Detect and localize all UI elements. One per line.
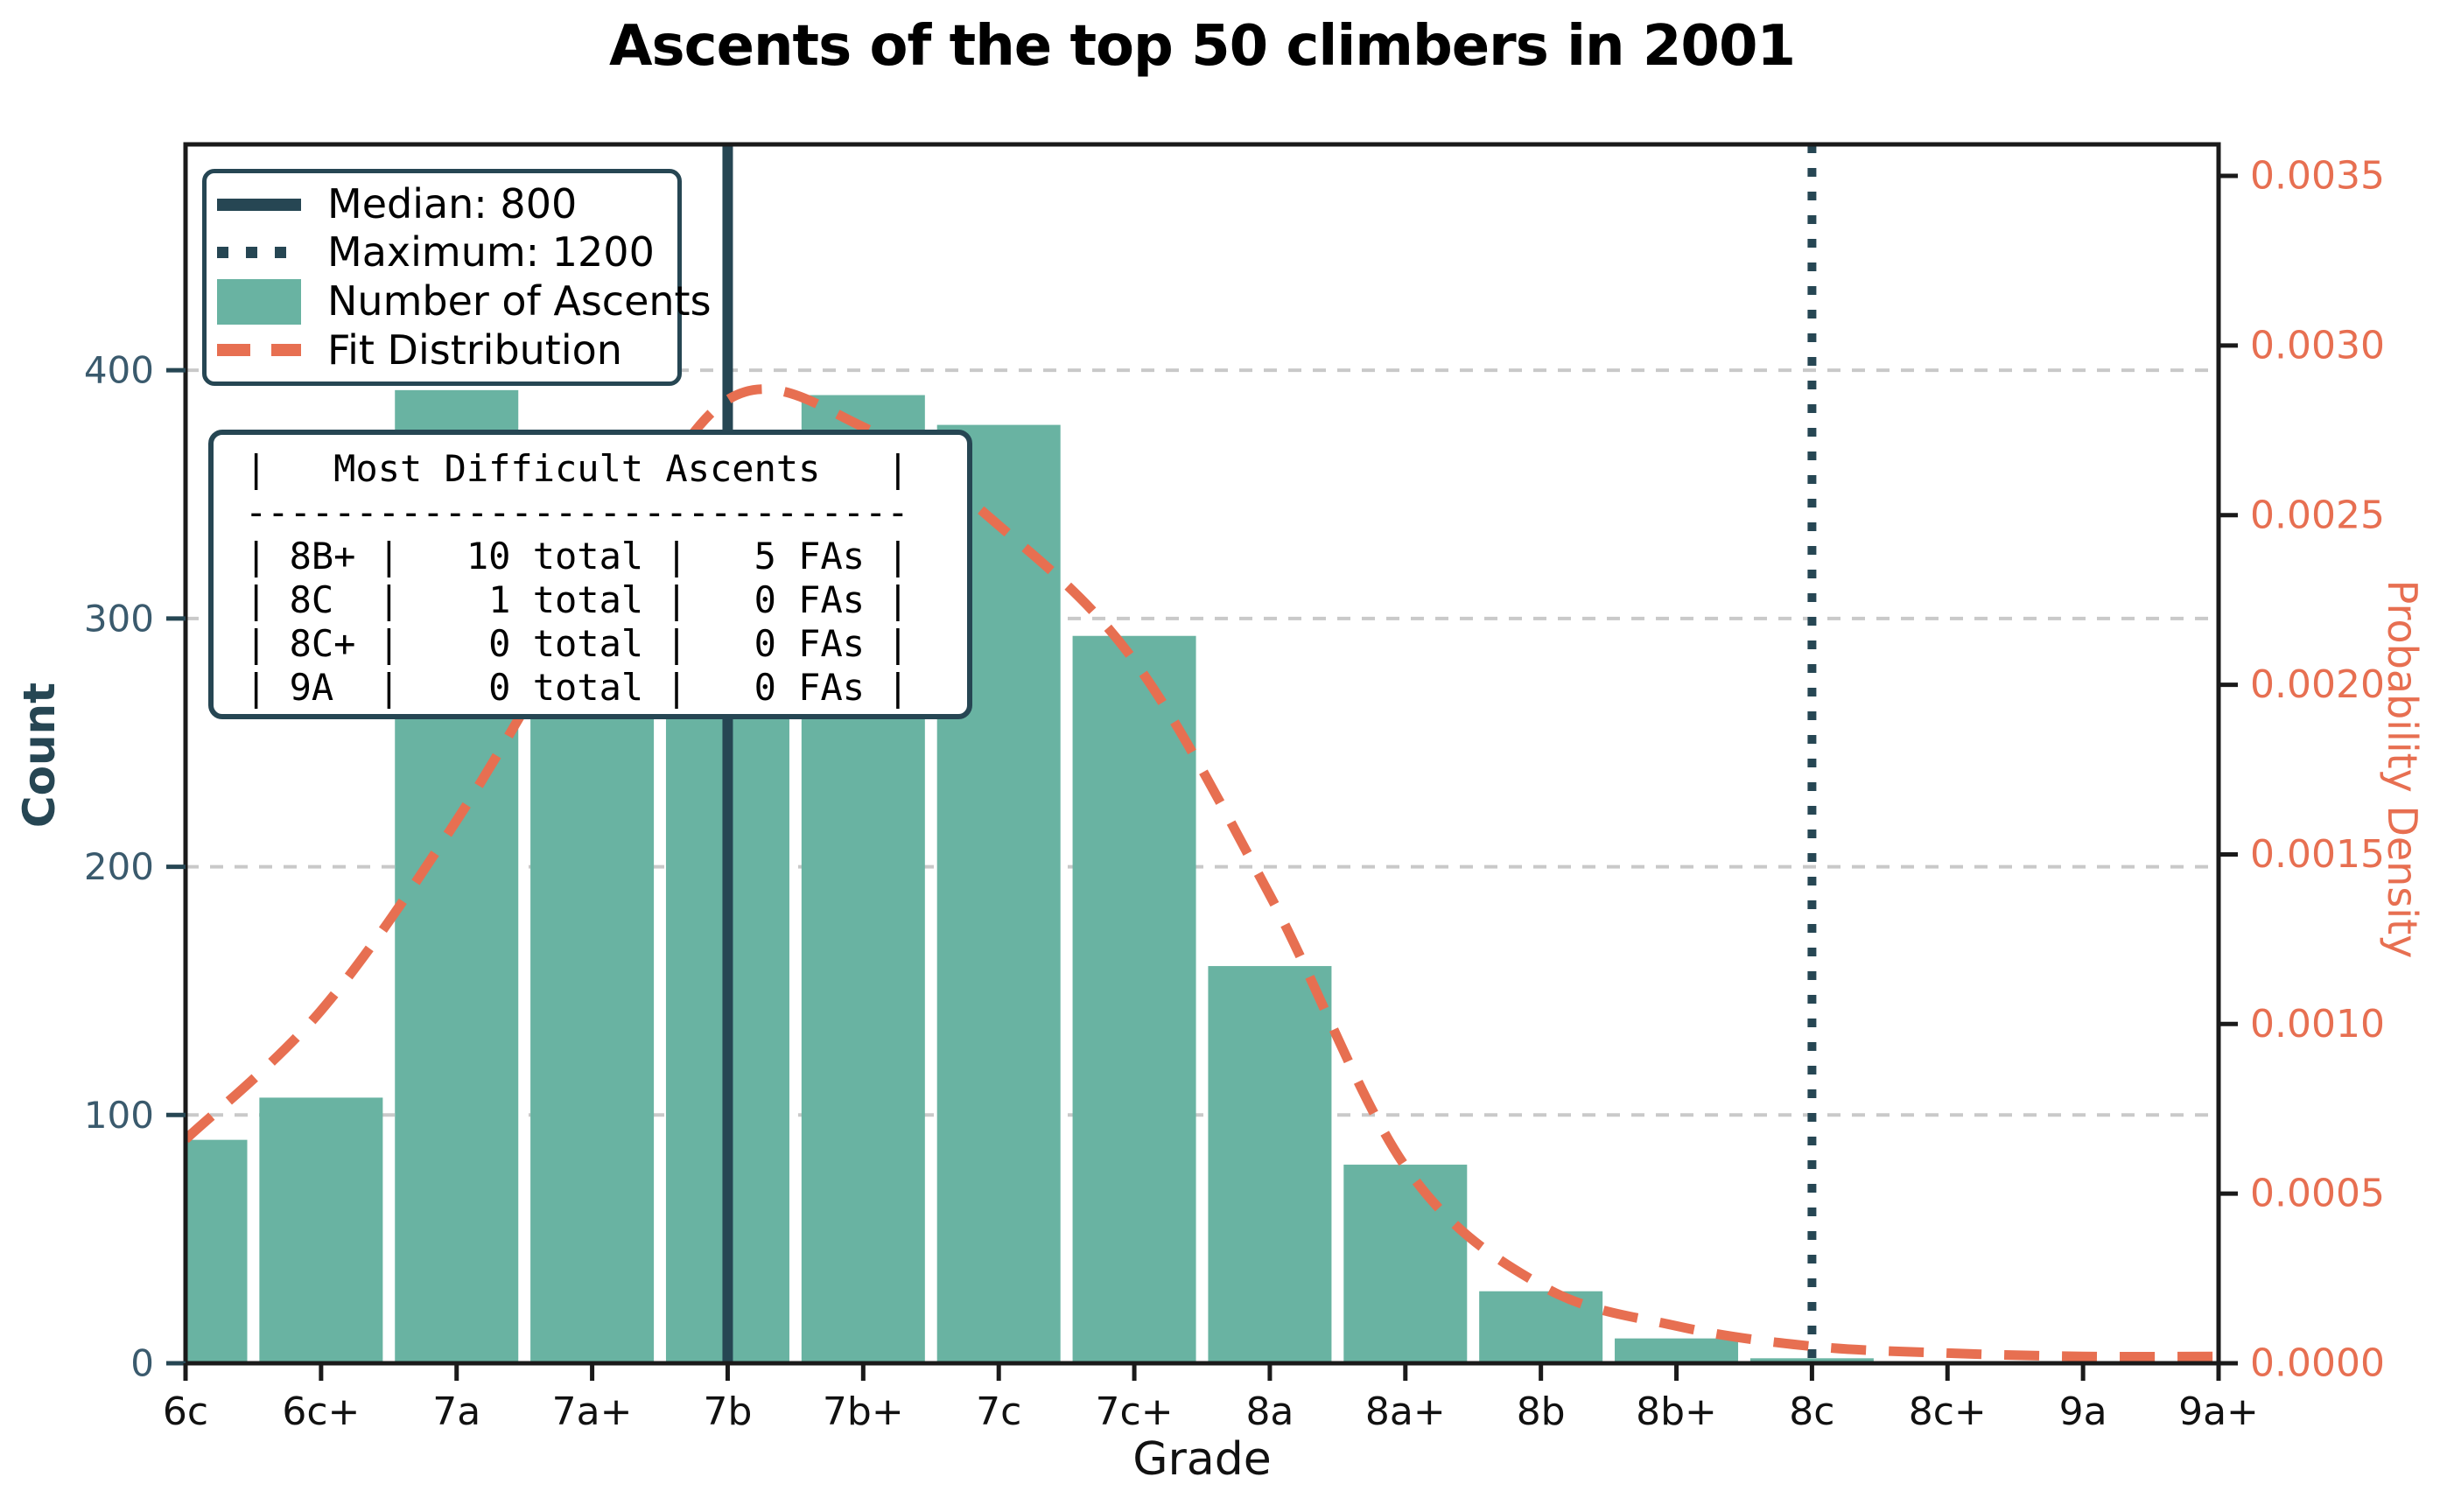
maximum-line-sample-icon xyxy=(217,247,301,259)
table-separator-line: ------------------------------ xyxy=(245,491,909,534)
y-left-tick-label: 300 xyxy=(84,597,154,640)
x-tick-label-9a+: 9a+ xyxy=(2178,1390,2259,1434)
bar-8a xyxy=(1208,966,1332,1363)
y-left-tick-label: 400 xyxy=(84,349,154,392)
y-right-tick-label: 0.0035 xyxy=(2250,154,2385,199)
y-right-tick-label: 0.0015 xyxy=(2250,832,2385,877)
y-left-tick-label: 200 xyxy=(84,845,154,888)
bar-8b xyxy=(1479,1291,1603,1363)
x-tick-label-7b+: 7b+ xyxy=(823,1390,904,1434)
table-row: | 8B+ | 10 total | 5 FAs | xyxy=(245,535,909,578)
y-axis-left-title: Count xyxy=(14,682,65,829)
y-left-tick-label: 100 xyxy=(84,1094,154,1137)
most-difficult-ascents-table: | Most Difficult Ascents | -------------… xyxy=(208,430,972,719)
legend-item-median: Median: 800 xyxy=(217,182,669,227)
chart-title: Ascents of the top 50 climbers in 2001 xyxy=(609,14,1796,79)
x-axis-title: Grade xyxy=(1132,1433,1272,1486)
y-right-tick-label: 0.0010 xyxy=(2250,1002,2385,1046)
legend-item-ascents: Number of Ascents xyxy=(217,278,712,325)
legend-item-fit: Fit Distribution xyxy=(217,328,669,373)
x-tick-label-7a+: 7a+ xyxy=(552,1390,633,1434)
y-axis-right-title: Probability Density xyxy=(2379,579,2426,959)
x-tick-label-9a: 9a xyxy=(2059,1390,2107,1434)
bar-7c+ xyxy=(1072,635,1196,1363)
bar-8a+ xyxy=(1343,1165,1468,1363)
x-tick-label-8a: 8a xyxy=(1245,1390,1294,1434)
legend-label: Number of Ascents xyxy=(327,277,712,326)
x-tick-label-8a+: 8a+ xyxy=(1365,1390,1446,1434)
bar-8b+ xyxy=(1615,1338,1739,1363)
x-tick-label-7c+: 7c+ xyxy=(1096,1390,1174,1434)
x-tick-label-7c: 7c xyxy=(976,1390,1021,1434)
y-right-tick-label: 0.0000 xyxy=(2250,1341,2385,1386)
bar-8c xyxy=(1749,1358,1874,1363)
table-row: | 8C | 1 total | 0 FAs | xyxy=(245,578,909,621)
bar-6c+ xyxy=(259,1097,383,1363)
x-tick-label-8b: 8b xyxy=(1517,1390,1566,1434)
x-tick-label-7b: 7b xyxy=(703,1390,752,1434)
x-tick-label-8b+: 8b+ xyxy=(1636,1390,1717,1434)
legend-label: Fit Distribution xyxy=(327,326,622,374)
x-tick-label-6c+: 6c+ xyxy=(282,1390,360,1434)
fit-curve-sample-icon xyxy=(217,344,301,357)
table-title-line: | Most Difficult Ascents | xyxy=(245,447,909,490)
table-row: | 9A | 0 total | 0 FAs | xyxy=(245,666,909,709)
x-tick-label-8c: 8c xyxy=(1789,1390,1834,1434)
bar-swatch-icon xyxy=(217,278,301,325)
legend-item-maximum: Maximum: 1200 xyxy=(217,230,669,275)
x-tick-label-8c+: 8c+ xyxy=(1909,1390,1987,1434)
median-line-sample-icon xyxy=(217,198,301,211)
y-right-tick-label: 0.0005 xyxy=(2250,1172,2385,1216)
bar-6c xyxy=(186,1139,248,1363)
fit-distribution-curve xyxy=(186,384,2219,1362)
plot-border xyxy=(183,142,2221,1366)
x-tick-label-7a: 7a xyxy=(432,1390,480,1434)
x-tick-label-6c: 6c xyxy=(163,1390,208,1434)
y-right-tick-label: 0.0025 xyxy=(2250,493,2385,537)
y-right-tick-label: 0.0020 xyxy=(2250,662,2385,707)
legend-label: Maximum: 1200 xyxy=(327,228,655,276)
y-right-tick-label: 0.0030 xyxy=(2250,323,2385,368)
y-left-tick-label: 0 xyxy=(130,1342,154,1385)
legend-label: Median: 800 xyxy=(327,180,578,228)
legend: Median: 800 Maximum: 1200 Number of Asce… xyxy=(202,169,712,386)
table-row: | 8C+ | 0 total | 0 FAs | xyxy=(245,622,909,665)
